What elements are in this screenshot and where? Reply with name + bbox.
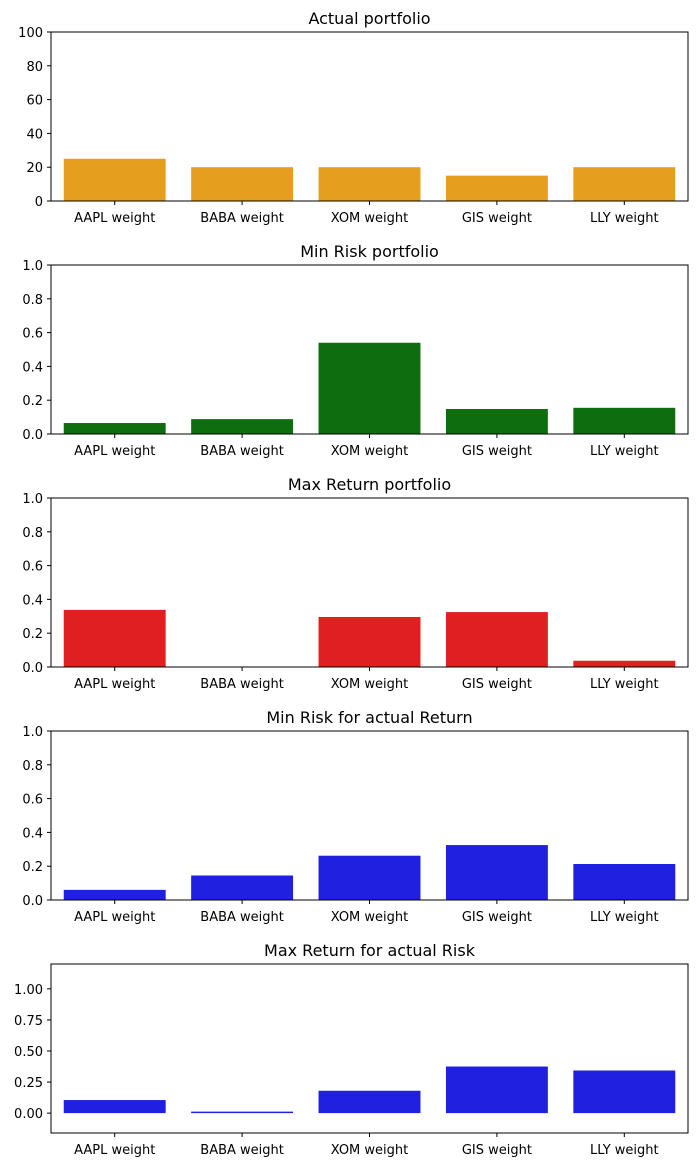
bar-gis-weight (445, 408, 548, 434)
y-tick-label: 0.6 (22, 560, 43, 575)
y-tick-label: 0.2 (22, 627, 43, 642)
y-tick-label: 60 (26, 94, 43, 109)
bar-gis-weight (445, 612, 548, 667)
x-tick-label: GIS weight (462, 211, 532, 226)
x-tick-label: GIS weight (462, 1143, 532, 1158)
x-tick-label: BABA weight (200, 677, 284, 692)
y-tick-label: 0.00 (14, 1107, 43, 1122)
chart-title: Actual portfolio (308, 9, 430, 28)
y-tick-label: 0.0 (22, 661, 43, 676)
y-tick-label: 0.6 (22, 793, 43, 808)
x-tick-label: XOM weight (331, 211, 409, 226)
bar-lly-weight (573, 167, 676, 201)
x-tick-label: AAPL weight (74, 1143, 155, 1158)
chart-title: Min Risk portfolio (300, 242, 439, 261)
x-tick-label: LLY weight (590, 211, 659, 226)
bar-aapl-weight (63, 889, 166, 900)
y-tick-label: 100 (18, 26, 43, 41)
bar-baba-weight (191, 1111, 294, 1114)
bar-xom-weight (318, 1090, 421, 1114)
bar-baba-weight (191, 167, 294, 201)
y-tick-label: 0.75 (14, 1014, 43, 1029)
y-tick-label: 1.0 (22, 725, 43, 740)
bar-lly-weight (573, 660, 676, 667)
bar-gis-weight (445, 175, 548, 201)
bar-baba-weight (191, 875, 294, 900)
chart-panel-1: Actual portfolio 0 20 40 60 80 100 AAPL weight B… (18, 9, 689, 226)
bar-xom-weight (318, 342, 421, 434)
bar-xom-weight (318, 616, 421, 667)
x-tick-label: AAPL weight (74, 910, 155, 925)
chart-panel-2: Min Risk portfolio 0.0 0.2 0.4 0.6 0.8 1.0 AAPL… (22, 242, 689, 459)
x-tick-label: GIS weight (462, 677, 532, 692)
y-tick-label: 40 (26, 127, 43, 142)
y-tick-label: 1.0 (22, 259, 43, 274)
chart-panel-5: Max Return for actual Risk 0.00 0.25 0.50 0.… (14, 941, 689, 1158)
x-tick-label: LLY weight (590, 1143, 659, 1158)
x-tick-label: BABA weight (200, 444, 284, 459)
chart-title: Min Risk for actual Return (266, 708, 472, 727)
bar-aapl-weight (63, 609, 166, 667)
bar-xom-weight (318, 855, 421, 900)
bar-gis-weight (445, 845, 548, 900)
x-tick-label: LLY weight (590, 677, 659, 692)
y-tick-label: 0.8 (22, 526, 43, 541)
y-tick-label: 0.2 (22, 860, 43, 875)
x-tick-label: XOM weight (331, 677, 409, 692)
x-tick-label: BABA weight (200, 910, 284, 925)
y-tick-label: 0.4 (22, 360, 43, 375)
bar-gis-weight (445, 1066, 548, 1114)
x-tick-label: LLY weight (590, 910, 659, 925)
y-tick-label: 0.2 (22, 394, 43, 409)
y-tick-label: 0.25 (14, 1076, 43, 1091)
x-tick-label: XOM weight (331, 1143, 409, 1158)
y-tick-label: 0.4 (22, 826, 43, 841)
x-tick-label: BABA weight (200, 211, 284, 226)
bar-aapl-weight (63, 158, 166, 201)
bar-lly-weight (573, 1070, 676, 1114)
bar-lly-weight (573, 864, 676, 900)
x-tick-label: AAPL weight (74, 444, 155, 459)
x-tick-label: XOM weight (331, 910, 409, 925)
y-tick-label: 80 (26, 60, 43, 75)
x-tick-label: BABA weight (200, 1143, 284, 1158)
y-tick-label: 0.8 (22, 293, 43, 308)
y-tick-label: 0.50 (14, 1045, 43, 1060)
bar-aapl-weight (63, 423, 166, 434)
x-tick-label: GIS weight (462, 444, 532, 459)
chart-title: Max Return portfolio (288, 475, 451, 494)
chart-panel-3: Max Return portfolio 0.0 0.2 0.4 0.6 0.8 1.0 AA… (22, 475, 689, 692)
y-tick-label: 0.6 (22, 327, 43, 342)
x-tick-label: AAPL weight (74, 211, 155, 226)
y-tick-label: 0 (35, 195, 43, 210)
chart-panel-4: Min Risk for actual Return 0.0 0.2 0.4 0.6 0.… (22, 708, 689, 925)
bar-baba-weight (191, 419, 294, 434)
y-tick-label: 1.0 (22, 492, 43, 507)
x-tick-label: AAPL weight (74, 677, 155, 692)
x-tick-label: XOM weight (331, 444, 409, 459)
bar-xom-weight (318, 167, 421, 201)
x-tick-label: LLY weight (590, 444, 659, 459)
bar-aapl-weight (63, 1100, 166, 1114)
y-tick-label: 0.4 (22, 593, 43, 608)
y-tick-label: 0.0 (22, 428, 43, 443)
chart-title: Max Return for actual Risk (264, 941, 476, 960)
bar-lly-weight (573, 407, 676, 434)
y-tick-label: 0.0 (22, 894, 43, 909)
x-tick-label: GIS weight (462, 910, 532, 925)
y-tick-label: 0.8 (22, 759, 43, 774)
y-tick-label: 1.00 (14, 983, 43, 998)
y-tick-label: 20 (26, 161, 43, 176)
